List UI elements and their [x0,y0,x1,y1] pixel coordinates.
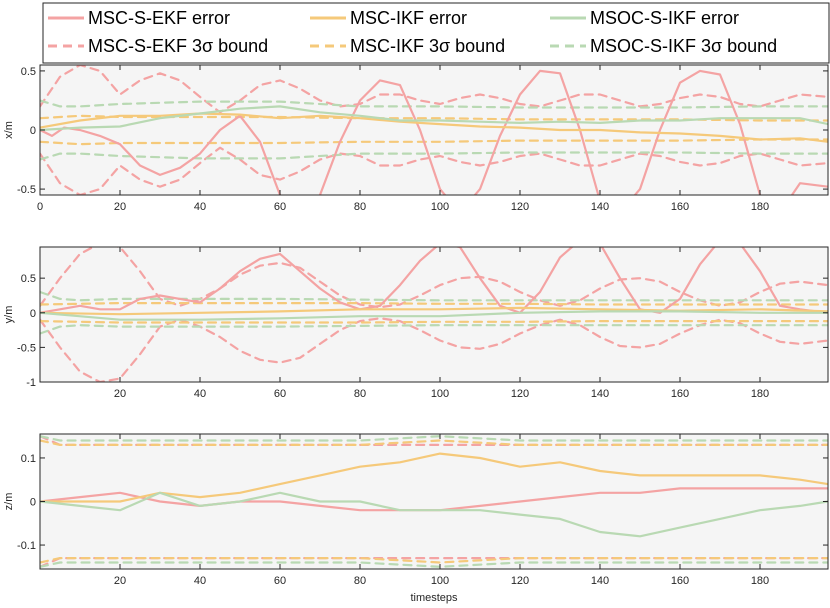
series-line-msoc-s-ikf-3-bound-lower [40,151,828,161]
y-axis-label: y/m [3,306,15,324]
legend-label: MSOC-S-IKF 3σ bound [590,36,777,56]
series-line-msc-s-ekf-error [40,69,828,195]
x-tick-label: 100 [431,388,449,400]
y-tick-label: -0.1 [17,540,36,552]
series-line-msc-ikf-3-bound-lower [40,320,828,324]
legend-label: MSC-S-EKF error [88,8,230,28]
series-line-msoc-s-ikf-3-bound [40,290,828,302]
y-axis-label: z/m [3,493,15,511]
x-tick-label: 20 [114,201,126,213]
y-tick-label: 0.5 [21,273,36,285]
x-tick-label: 80 [354,201,366,213]
series-line-msc-ikf-error [40,306,828,316]
legend-label: MSC-IKF error [350,8,467,28]
y-tick-label: -0.5 [17,342,36,354]
x-tick-label: 60 [274,388,286,400]
x-tick-label: 40 [194,575,206,587]
legend-entry: MSC-S-EKF 3σ bound [48,36,268,56]
x-tick-label: 120 [511,388,529,400]
series-line-msoc-s-ikf-error [40,491,828,538]
x-tick-label: 180 [751,575,769,587]
series-line-msc-s-ekf-3-bound-lower [40,556,828,568]
x-tick-label: 80 [354,388,366,400]
y-tick-label: -0.5 [17,184,36,196]
x-tick-label: 40 [194,388,206,400]
legend-box [42,2,830,64]
x-axis-label: timesteps [410,592,458,604]
series-group [40,435,828,568]
x-tick-label: 120 [511,201,529,213]
x-tick-label: 160 [671,575,689,587]
x-tick-label: 60 [274,575,286,587]
legend-entry: MSC-IKF error [310,8,467,28]
x-tick-label: 40 [194,201,206,213]
x-tick-label: 60 [274,201,286,213]
series-line-msoc-s-ikf-error [40,105,828,132]
legend-label: MSC-S-EKF 3σ bound [88,36,268,56]
x-tick-label: 140 [591,575,609,587]
y-tick-label: -1 [26,377,36,389]
legend-entry: MSC-IKF 3σ bound [310,36,505,56]
legend-entry: MSOC-S-IKF error [550,8,739,28]
legend-entry: MSOC-S-IKF 3σ bound [550,36,777,56]
x-tick-label: 160 [671,388,689,400]
series-line-msc-s-ekf-3-bound [40,65,828,114]
subplots: 0 20 40 60 80 100 120 140 160 180-0.500.5x/m20 40 6… [3,64,829,604]
legend: MSC-S-EKF error MSC-IKF error MSOC-S-IKF e… [42,2,830,64]
y-tick-label: 0.1 [21,453,36,465]
series-line-msc-ikf-error [40,452,828,503]
subplot-z-m: 20 40 60 80 100 120 140 160 180 -0.1 0 0.1 z/m timest… [3,433,829,604]
x-tick-label: 80 [354,575,366,587]
series-group [40,247,828,382]
series-line-msoc-s-ikf-error [40,310,828,321]
y-tick-label: 0 [30,125,36,137]
plot-area [40,65,828,195]
axes-frame [39,246,829,383]
legend-entry: MSC-S-EKF error [48,8,230,28]
series-line-msc-ikf-3-bound [40,302,828,306]
y-axis-label: x/m [3,121,15,139]
y-tick-label: 0.5 [21,66,36,78]
x-tick-label: 100 [431,201,449,213]
series-group [40,65,828,195]
series-line-msc-ikf-error [40,112,828,143]
series-line-msc-ikf-3-bound-lower [40,138,828,146]
x-tick-label: 140 [591,388,609,400]
y-tick-label: 0 [30,497,36,509]
x-tick-label: 20 [114,388,126,400]
series-line-msoc-s-ikf-3-bound-lower [40,324,828,335]
subplot-x-m: 0 20 40 60 80 100 120 140 160 180-0.500.5x/m [3,64,829,213]
plot-area [40,434,828,569]
series-line-msc-s-ekf-error [40,247,828,314]
y-tick-label: 0 [30,308,36,320]
series-line-msc-s-ekf-3-bound [40,435,828,446]
x-tick-label: 180 [751,388,769,400]
x-tick-label: 100 [431,575,449,587]
x-tick-label: 0 [37,201,43,213]
x-tick-label: 180 [751,201,769,213]
x-tick-label: 20 [114,575,126,587]
x-tick-label: 140 [591,201,609,213]
subplot-y-m: 20 40 60 80 100 120 140 160 180 -1 -0.5 0 0.5 y/m [3,246,829,400]
x-tick-label: 120 [511,575,529,587]
legend-label: MSOC-S-IKF error [590,8,739,28]
x-tick-label: 160 [671,201,689,213]
legend-label: MSC-IKF 3σ bound [350,36,505,56]
series-line-msoc-s-ikf-3-bound [40,99,828,109]
